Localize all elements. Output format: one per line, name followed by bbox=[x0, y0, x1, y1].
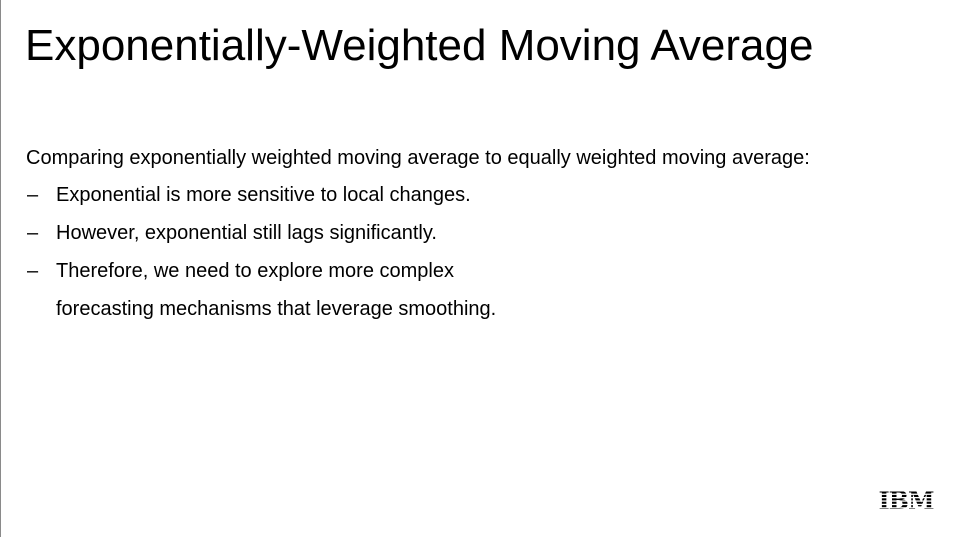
slide-title: Exponentially-Weighted Moving Average bbox=[25, 21, 814, 70]
intro-text: Comparing exponentially weighted moving … bbox=[26, 147, 810, 169]
ibm-logo-text: IBM bbox=[878, 488, 934, 514]
bullet-item: – Therefore, we need to explore more com… bbox=[26, 259, 496, 321]
bullet-text: However, exponential still lags signific… bbox=[56, 222, 437, 244]
bullet-text: Exponential is more sensitive to local c… bbox=[56, 184, 471, 206]
bullet-item: – Exponential is more sensitive to local… bbox=[26, 183, 496, 207]
bullet-list: – Exponential is more sensitive to local… bbox=[26, 183, 496, 335]
bullet-dash: – bbox=[27, 222, 39, 244]
bullet-dash: – bbox=[27, 184, 39, 206]
bullet-continuation: forecasting mechanisms that leverage smo… bbox=[56, 298, 497, 320]
bullet-text: Therefore, we need to explore more compl… bbox=[56, 260, 454, 282]
bullet-dash: – bbox=[27, 260, 39, 282]
ibm-logo-icon: IBM bbox=[878, 488, 934, 514]
bullet-item: – However, exponential still lags signif… bbox=[26, 221, 496, 245]
